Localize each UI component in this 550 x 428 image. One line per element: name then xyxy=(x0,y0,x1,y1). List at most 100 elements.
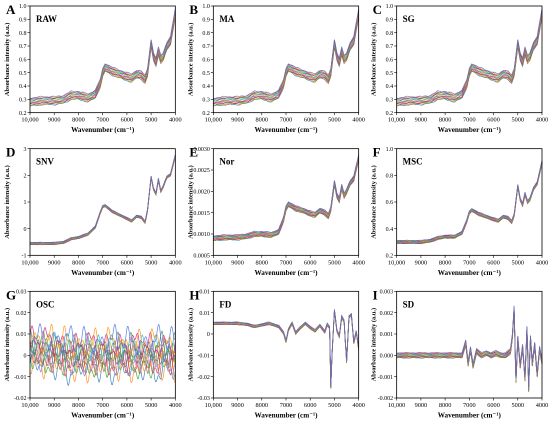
x-tick-label: 8000 xyxy=(72,259,85,266)
x-tick-label: 4000 xyxy=(169,259,182,266)
x-tick-label: 6000 xyxy=(304,402,317,409)
y-axis-title: Absorbance intensity (a.u.) xyxy=(371,23,378,97)
x-tick-label: 5000 xyxy=(145,259,158,266)
spectrum-line xyxy=(29,331,176,363)
y-tick-label: 0.0025 xyxy=(193,168,210,174)
y-tick-label: -0.001 xyxy=(378,375,394,381)
x-tick-label: 7000 xyxy=(280,259,293,266)
y-tick-label: 3 xyxy=(24,147,27,153)
spectrum-line xyxy=(396,309,543,391)
spectrum-line xyxy=(396,306,543,388)
y-axis-title: Absorbance intensity (a.u.) xyxy=(187,308,194,382)
x-tick-label: 6000 xyxy=(487,259,500,266)
y-tick-label: 1 xyxy=(24,200,27,206)
spectrum-line xyxy=(30,154,176,243)
y-tick-label: 0.8 xyxy=(202,31,210,37)
y-tick-label: 0.3 xyxy=(386,98,394,104)
x-axis-title: Wavenumber (cm⁻¹) xyxy=(254,126,318,134)
x-tick-label: 10,000 xyxy=(21,259,38,266)
x-axis-title: Wavenumber (cm⁻¹) xyxy=(438,126,502,134)
x-tick-label: 6000 xyxy=(304,259,317,266)
y-tick-label: 0.0020 xyxy=(193,190,210,196)
y-tick-label: 0.5 xyxy=(202,71,210,77)
x-tick-label: 6000 xyxy=(121,402,134,409)
x-tick-label: 4000 xyxy=(536,259,549,266)
y-tick-label: -0.01 xyxy=(197,354,210,360)
panel-letter: D xyxy=(6,145,15,160)
x-tick-label: 7000 xyxy=(280,402,293,409)
spectrum-line xyxy=(213,12,360,103)
spectrum-line xyxy=(29,156,176,246)
spectrum-line xyxy=(396,161,543,243)
x-tick-label: 9000 xyxy=(231,117,244,124)
y-tick-label: -0.01 xyxy=(14,375,27,381)
y-tick-label: 0.0015 xyxy=(193,211,210,217)
spectrum-line xyxy=(30,12,176,103)
y-tick-label: 0.4 xyxy=(202,84,210,90)
y-tick-label: 0.0030 xyxy=(193,147,210,153)
x-tick-label: 9000 xyxy=(48,259,61,266)
panel-letter: C xyxy=(373,2,382,17)
x-tick-label: 9000 xyxy=(231,259,244,266)
y-tick-label: 1.0 xyxy=(19,4,27,10)
spectrum-line xyxy=(396,16,543,107)
x-tick-label: 9000 xyxy=(415,402,428,409)
y-tick-label: 0.2 xyxy=(202,111,210,117)
x-tick-label: 4000 xyxy=(352,402,365,409)
spectrum-line xyxy=(29,16,176,107)
x-tick-label: 4000 xyxy=(352,259,365,266)
x-tick-label: 7000 xyxy=(463,117,476,124)
method-label: OSC xyxy=(36,299,55,309)
spectrum-line xyxy=(396,12,543,103)
x-tick-label: 5000 xyxy=(511,117,524,124)
x-tick-label: 6000 xyxy=(304,117,317,124)
panel-letter: G xyxy=(6,287,16,302)
spectrum-line xyxy=(30,156,176,245)
spectrum-line xyxy=(396,14,543,105)
y-tick-label: 0.2 xyxy=(19,111,27,117)
x-tick-label: 8000 xyxy=(72,117,85,124)
y-axis-title: Absorbance intensity (a.u.) xyxy=(371,165,378,239)
method-label: FD xyxy=(219,299,231,309)
method-label: RAW xyxy=(36,14,57,24)
x-tick-label: 7000 xyxy=(280,117,293,124)
panel-e: 10,000 9000 8000 7000 6000 5000 4000 0.0005 0.00… xyxy=(187,145,365,277)
panel-letter: B xyxy=(189,2,198,17)
spectrum-line xyxy=(396,307,543,390)
spectrum-line xyxy=(396,162,543,244)
spectrum-line xyxy=(30,155,176,244)
spectrum-line xyxy=(396,14,543,104)
spectrum-line xyxy=(29,154,176,244)
spectrum-line xyxy=(213,159,360,242)
y-axis-title: Absorbance intensity (a.u.) xyxy=(4,23,11,97)
x-tick-label: 10,000 xyxy=(205,259,222,266)
x-tick-label: 9000 xyxy=(415,117,428,124)
method-label: SG xyxy=(403,14,415,24)
spectrum-line xyxy=(30,155,176,244)
x-tick-label: 10,000 xyxy=(388,259,405,266)
method-label: MSC xyxy=(403,157,423,167)
y-axis-title: Absorbance intensity (a.u.) xyxy=(187,23,194,97)
y-tick-label: -0.02 xyxy=(14,396,27,402)
y-tick-label: 0.000 xyxy=(380,354,394,360)
y-tick-label: 0.0010 xyxy=(193,232,210,238)
x-axis-title: Wavenumber (cm⁻¹) xyxy=(254,412,318,420)
x-tick-label: 4000 xyxy=(352,117,365,124)
spectrum-line xyxy=(29,14,176,104)
panel-g: 10,000 9000 8000 7000 6000 5000 4000 -0.02 -0.01… xyxy=(4,287,182,419)
y-tick-label: 0.6 xyxy=(202,58,210,64)
spectrum-line xyxy=(396,163,543,244)
x-tick-label: 8000 xyxy=(255,259,268,266)
spectrum-line xyxy=(396,306,543,388)
spectrum-line xyxy=(396,161,543,243)
spectrum-line xyxy=(396,307,543,389)
spectrum-line xyxy=(396,305,543,388)
spectrum-line xyxy=(213,309,360,387)
panel-letter: H xyxy=(189,287,199,302)
x-tick-label: 6000 xyxy=(121,117,134,124)
y-axis-title: Absorbance intensity (a.u.) xyxy=(187,165,194,239)
x-tick-label: 7000 xyxy=(96,259,109,266)
x-tick-label: 6000 xyxy=(121,259,134,266)
y-tick-label: 0.003 xyxy=(380,290,394,296)
y-tick-label: 0.7 xyxy=(386,44,394,50)
